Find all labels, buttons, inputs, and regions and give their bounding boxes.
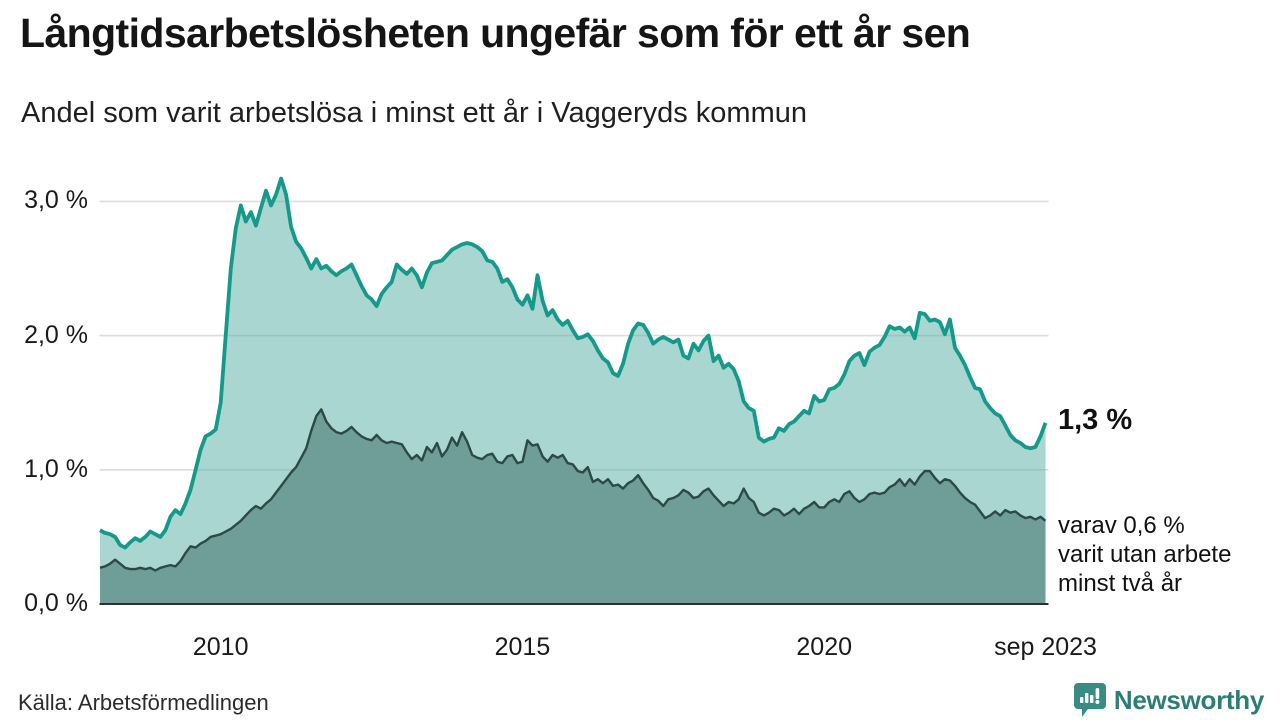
chart-subtitle: Andel som varit arbetslösa i minst ett å… — [21, 97, 808, 129]
area-at-least-two-years — [100, 409, 1046, 604]
x-tick-label: sep 2023 — [994, 633, 1097, 661]
y-tick-label: 2,0 % — [24, 320, 88, 349]
secondary-annotation-line2: varit utan arbete — [1058, 540, 1232, 568]
page-title: Långtidsarbetslösheten ungefär som för e… — [20, 10, 971, 56]
latest-value-annotation: 1,3 % — [1058, 403, 1133, 436]
source-caption: Källa: Arbetsförmedlingen — [18, 690, 269, 715]
x-tick-label: 2020 — [796, 633, 853, 661]
y-tick-label: 0,0 % — [24, 589, 88, 617]
x-tick-label: 2015 — [494, 633, 551, 661]
secondary-annotation-line3: minst två år — [1058, 569, 1183, 597]
y-tick-label: 3,0 % — [24, 186, 88, 215]
x-tick-label: 2010 — [192, 633, 249, 661]
y-tick-label: 1,0 % — [24, 454, 88, 483]
line-at-least-two-years — [99, 408, 1047, 572]
secondary-annotation: varav 0,6 % varit utan arbete minst två … — [1058, 511, 1231, 598]
newsworthy-wordmark: Newsworthy — [1113, 684, 1264, 715]
line-at-least-one-year — [99, 176, 1048, 550]
newsworthy-logo-icon — [1073, 683, 1106, 717]
secondary-annotation-line1: varav 0,6 % — [1058, 511, 1185, 539]
newsworthy-logo: Newsworthy — [1073, 682, 1264, 718]
